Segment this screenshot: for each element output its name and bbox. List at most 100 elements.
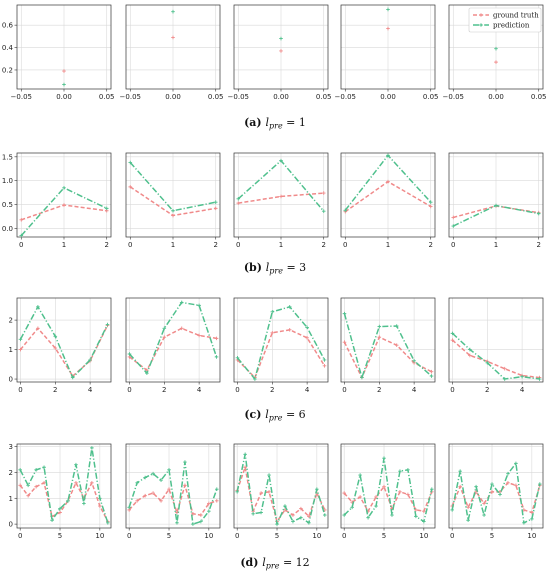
prediction-point bbox=[430, 487, 434, 492]
x-tick-label: 10 bbox=[95, 532, 104, 540]
x-tick-label: 2 bbox=[536, 241, 540, 249]
ground-truth-point bbox=[299, 506, 303, 511]
caption-label: (c) bbox=[244, 408, 265, 421]
caption-var: l bbox=[266, 261, 270, 274]
prediction-point bbox=[151, 471, 155, 476]
x-tick-label: 0.00 bbox=[273, 93, 289, 101]
prediction-point bbox=[450, 331, 455, 336]
ground-truth-point bbox=[386, 26, 390, 31]
panel-b-1: 0 1 2 0.0 0.5 1.0 1.5 bbox=[2, 152, 112, 249]
x-tick-label: 0.05 bbox=[423, 93, 439, 101]
caption-label: (d) bbox=[240, 556, 262, 569]
x-tick-label: 4 bbox=[88, 386, 93, 394]
prediction-point bbox=[58, 506, 62, 511]
prediction-point bbox=[159, 478, 163, 482]
prediction-point bbox=[428, 200, 433, 204]
prediction-point bbox=[70, 375, 75, 380]
x-tick-label: −0.05 bbox=[228, 93, 249, 101]
legend: ground truth prediction bbox=[468, 7, 542, 33]
axes-frame bbox=[16, 297, 112, 383]
prediction-point bbox=[53, 334, 58, 339]
prediction-point bbox=[179, 300, 184, 305]
prediction-point bbox=[522, 521, 526, 525]
legend-label: ground truth bbox=[493, 11, 539, 19]
prediction-point bbox=[307, 521, 311, 525]
panel-a-4: −0.05 0.00 0.05 bbox=[335, 4, 439, 101]
prediction-point bbox=[283, 504, 287, 508]
prediction-line bbox=[451, 332, 540, 380]
prediction-point bbox=[251, 511, 255, 516]
ground-truth-point bbox=[307, 514, 311, 519]
x-tick-label: 0 bbox=[450, 532, 454, 540]
ground-truth-point bbox=[167, 487, 171, 492]
y-tick-label: 0.5 bbox=[2, 201, 13, 209]
ground-truth-point bbox=[98, 504, 102, 508]
prediction-point bbox=[536, 211, 541, 216]
ground-truth-point bbox=[128, 185, 133, 189]
panel-d-3: 0 5 10 bbox=[233, 443, 329, 540]
x-tick-label: 2 bbox=[213, 241, 217, 249]
prediction-point bbox=[145, 371, 149, 375]
ground-truth-point bbox=[482, 501, 486, 506]
prediction-point bbox=[171, 208, 175, 213]
ground-truth-point bbox=[342, 340, 347, 345]
ground-truth-point bbox=[342, 491, 346, 495]
ground-truth-point bbox=[19, 218, 24, 222]
ground-truth-point bbox=[428, 204, 433, 209]
prediction-point bbox=[197, 303, 201, 308]
prediction-point bbox=[520, 374, 524, 379]
caption-var: l bbox=[262, 556, 266, 569]
ground-truth-line bbox=[451, 482, 541, 514]
x-tick-label: 5 bbox=[58, 532, 62, 540]
ground-truth-point bbox=[171, 213, 175, 218]
prediction-point bbox=[323, 513, 327, 517]
ground-truth-point bbox=[429, 369, 434, 374]
prediction-point bbox=[358, 473, 362, 477]
prediction-line bbox=[236, 453, 326, 525]
legend-box bbox=[468, 7, 542, 33]
y-tick-label: 1.5 bbox=[2, 153, 13, 161]
prediction-point bbox=[494, 46, 498, 51]
ground-truth-point bbox=[414, 508, 418, 512]
y-tick-label: 2 bbox=[9, 317, 13, 325]
ground-truth-point bbox=[259, 491, 263, 495]
ground-truth-point bbox=[53, 346, 58, 350]
axes-frame bbox=[233, 297, 329, 383]
panel-b-5: 0 1 2 bbox=[448, 152, 544, 249]
ground-truth-line bbox=[343, 336, 432, 379]
ground-truth-point bbox=[191, 511, 195, 516]
panel-b-2: 0 1 2 bbox=[125, 152, 221, 249]
prediction-point bbox=[279, 158, 283, 163]
caption-c: (c) lpre = 6 bbox=[244, 408, 305, 423]
x-tick-label: 1 bbox=[386, 241, 390, 249]
axes-frame bbox=[125, 443, 221, 529]
ground-truth-point bbox=[236, 201, 241, 205]
prediction-point bbox=[98, 496, 102, 501]
prediction-point bbox=[287, 305, 292, 309]
prediction-line bbox=[128, 461, 218, 525]
ground-truth-point bbox=[287, 328, 292, 332]
x-tick-label: 0.00 bbox=[380, 93, 396, 101]
caption-var: l bbox=[265, 116, 269, 129]
prediction-point bbox=[26, 483, 30, 488]
ground-truth-point bbox=[291, 513, 295, 517]
caption-value: = 6 bbox=[282, 408, 305, 421]
ground-truth-point bbox=[151, 491, 155, 495]
prediction-point bbox=[253, 377, 257, 381]
panel-d-1: 0 5 10 0 1 2 3 bbox=[9, 443, 112, 540]
prediction-point bbox=[350, 505, 354, 510]
prediction-point bbox=[299, 515, 303, 520]
prediction-point bbox=[514, 461, 518, 466]
panel-a-5: −0.05 0.00 0.05 ground truth prediction bbox=[443, 4, 547, 101]
prediction-point bbox=[530, 517, 534, 521]
caption-value: = 1 bbox=[283, 116, 306, 129]
ground-truth-point bbox=[530, 510, 534, 515]
x-tick-label: 0 bbox=[451, 241, 455, 249]
prediction-point bbox=[482, 513, 486, 517]
x-tick-label: 0 bbox=[235, 532, 239, 540]
ground-truth-point bbox=[422, 509, 426, 513]
prediction-point bbox=[34, 468, 38, 472]
prediction-line bbox=[19, 306, 109, 379]
panel-a-2: −0.05 0.00 0.05 bbox=[120, 4, 224, 101]
prediction-point bbox=[342, 513, 346, 517]
